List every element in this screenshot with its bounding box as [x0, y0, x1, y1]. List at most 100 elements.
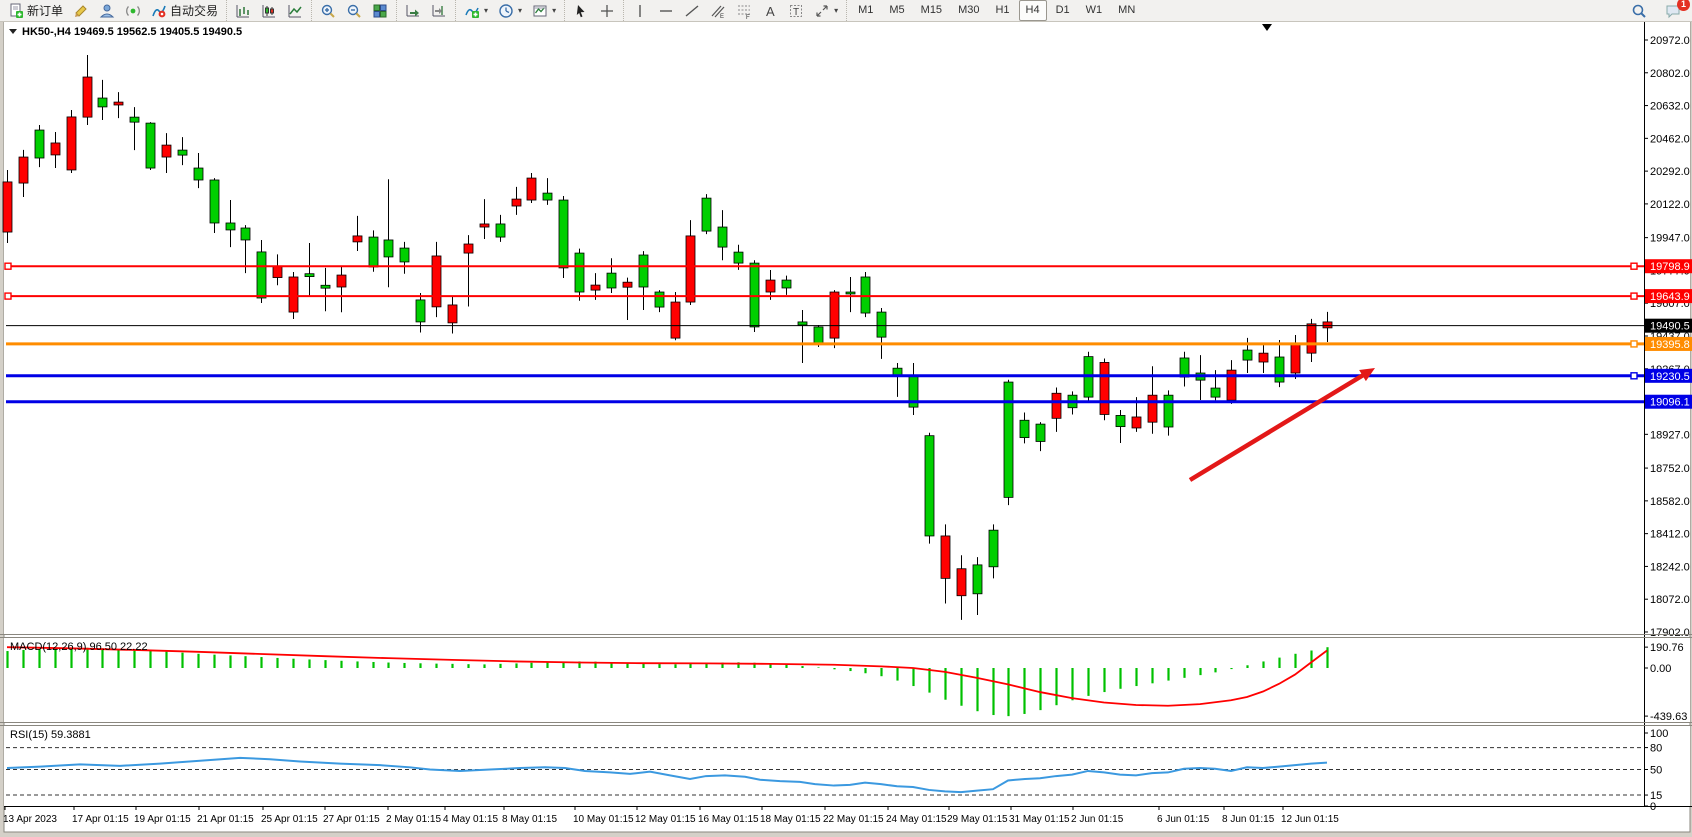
symbol-collapse-icon[interactable]	[9, 29, 17, 34]
clock-icon	[499, 3, 513, 18]
rsi-line	[6, 756, 1328, 794]
price-tick-label: 18927.0	[1650, 429, 1690, 441]
line-handle[interactable]	[1630, 262, 1638, 270]
tile-windows-button[interactable]	[368, 1, 392, 21]
crosshair-button[interactable]	[595, 1, 619, 21]
candle-down	[272, 265, 283, 278]
timeframe-MN[interactable]: MN	[1118, 4, 1136, 16]
chevron-down-icon: ▾	[834, 6, 839, 15]
fibonacci-button[interactable]: F	[732, 1, 756, 21]
new-order-button[interactable]: 新订单	[4, 1, 67, 21]
timeframe-group: M1 M5 M15 M30 H1 H4 D1 W1 MN	[846, 0, 1146, 21]
candle-up	[988, 529, 999, 568]
chart-shift-marker[interactable]	[1262, 24, 1272, 31]
time-tick-label: 6 Jun 01:15	[1157, 814, 1210, 825]
trend-arrow-line[interactable]	[1188, 372, 1367, 482]
timeframe-M5[interactable]: M5	[889, 4, 905, 16]
candle-down	[288, 276, 299, 313]
price-axis[interactable]: 20972.0 20802.0 20632.0 20462.0 20292.0 20122…	[1644, 22, 1692, 806]
candle-up	[1115, 415, 1126, 428]
textT-icon: T	[790, 4, 803, 18]
zoom-out-button[interactable]	[342, 1, 366, 21]
candle-up	[304, 273, 315, 277]
line-chart-button[interactable]	[283, 1, 307, 21]
text-button[interactable]: A	[758, 1, 782, 21]
svg-text:E: E	[720, 14, 724, 19]
line-handle[interactable]	[1630, 372, 1638, 380]
label-button[interactable]: T	[784, 1, 808, 21]
macd-indicator: MACD(12,26,9) 96.50 22.22 190.76 0.00 -439.…	[6, 641, 1687, 723]
timeframe-W1[interactable]: W1	[1085, 4, 1103, 16]
time-tick-label: 16 May 01:15	[698, 814, 759, 825]
zoom-in-button[interactable]	[316, 1, 340, 21]
paint-tool-button[interactable]	[69, 1, 93, 21]
candle-up	[876, 311, 887, 338]
rsi-panel[interactable]	[4, 726, 1690, 806]
timeframe-D1[interactable]: D1	[1055, 4, 1070, 16]
chat-button[interactable]: 1	[1661, 0, 1690, 21]
vline-button[interactable]	[628, 1, 652, 21]
candle-down	[622, 281, 633, 288]
cursor-icon	[576, 4, 585, 17]
indicators-button[interactable]: ▾	[460, 1, 492, 21]
price-tick-label: 20972.0	[1650, 35, 1690, 47]
templates-button[interactable]: ▾	[528, 1, 560, 21]
line-handle[interactable]	[4, 262, 12, 270]
line-handle[interactable]	[4, 292, 12, 300]
time-tick-label: 25 Apr 01:15	[261, 814, 318, 825]
line-handle[interactable]	[1630, 340, 1638, 348]
candle-up	[1035, 423, 1046, 442]
trend-arrow[interactable]	[1188, 368, 1375, 482]
timeframe-H1[interactable]: H1	[995, 4, 1010, 16]
auto-trading-button[interactable]: 自动交易	[147, 1, 222, 21]
candle-down	[352, 235, 363, 243]
chart-shift-button[interactable]	[427, 1, 451, 21]
macd-signal-line	[6, 646, 1328, 707]
price-badge	[1645, 336, 1692, 351]
cursor-button[interactable]	[569, 1, 593, 21]
timeframe-M30[interactable]: M30	[958, 4, 980, 16]
macd-panel[interactable]	[4, 637, 1690, 722]
bar-chart-button[interactable]	[231, 1, 255, 21]
autotrade-icon	[152, 5, 166, 17]
time-tick-label: 8 May 01:15	[502, 814, 557, 825]
periods-button[interactable]: ▾	[494, 1, 526, 21]
chart-area[interactable]: 20972.0 20802.0 20632.0 20462.0 20292.0 20122…	[0, 21, 1692, 837]
tile-icon	[373, 4, 387, 17]
line-handle[interactable]	[1630, 292, 1638, 300]
search-button[interactable]	[1627, 1, 1651, 21]
timeframe-M15[interactable]: M15	[920, 4, 943, 16]
price-badge	[1645, 368, 1692, 383]
candle-up	[701, 197, 712, 232]
chart-header: HK50-,H4 19469.5 19562.5 19405.5 19490.5	[9, 24, 1272, 38]
hline-button[interactable]	[654, 1, 678, 21]
svg-text:T: T	[793, 7, 799, 18]
time-tick-label: 4 May 01:15	[443, 814, 498, 825]
candle-down	[113, 101, 124, 106]
candle-up	[733, 251, 744, 264]
candle-down	[336, 274, 347, 288]
indadd-icon	[465, 7, 480, 18]
time-tick-label: 24 May 01:15	[886, 814, 947, 825]
time-axis[interactable]: 13 Apr 2023 17 Apr 01:15 19 Apr 01:15 21 Ap…	[3, 806, 1692, 825]
candlestick-chart-button[interactable]	[257, 1, 281, 21]
main-price-panel[interactable]	[4, 22, 1690, 634]
time-tick-label: 8 Jun 01:15	[1222, 814, 1275, 825]
channel-button[interactable]: E	[706, 1, 730, 21]
chevron-down-icon: ▾	[484, 6, 489, 15]
timeframe-M1[interactable]: M1	[858, 4, 874, 16]
profile-button[interactable]	[95, 1, 119, 21]
arrows-button[interactable]: ▾	[810, 1, 842, 21]
candle-up	[415, 299, 426, 323]
trendline-button[interactable]	[680, 1, 704, 21]
signal-broadcast-button[interactable]	[121, 1, 145, 21]
price-tick-label: 17902.0	[1650, 627, 1690, 639]
channel-icon: E	[711, 5, 725, 19]
candle-down	[1258, 352, 1269, 363]
auto-scroll-button[interactable]	[401, 1, 425, 21]
rsi-indicator: RSI(15) 59.38811008050150	[6, 728, 1668, 813]
timeframe-H4[interactable]: H4	[1018, 0, 1047, 21]
candle-up	[542, 192, 553, 201]
time-tick-label: 2 May 01:15	[386, 814, 441, 825]
trend-arrow-head[interactable]	[1359, 368, 1375, 382]
